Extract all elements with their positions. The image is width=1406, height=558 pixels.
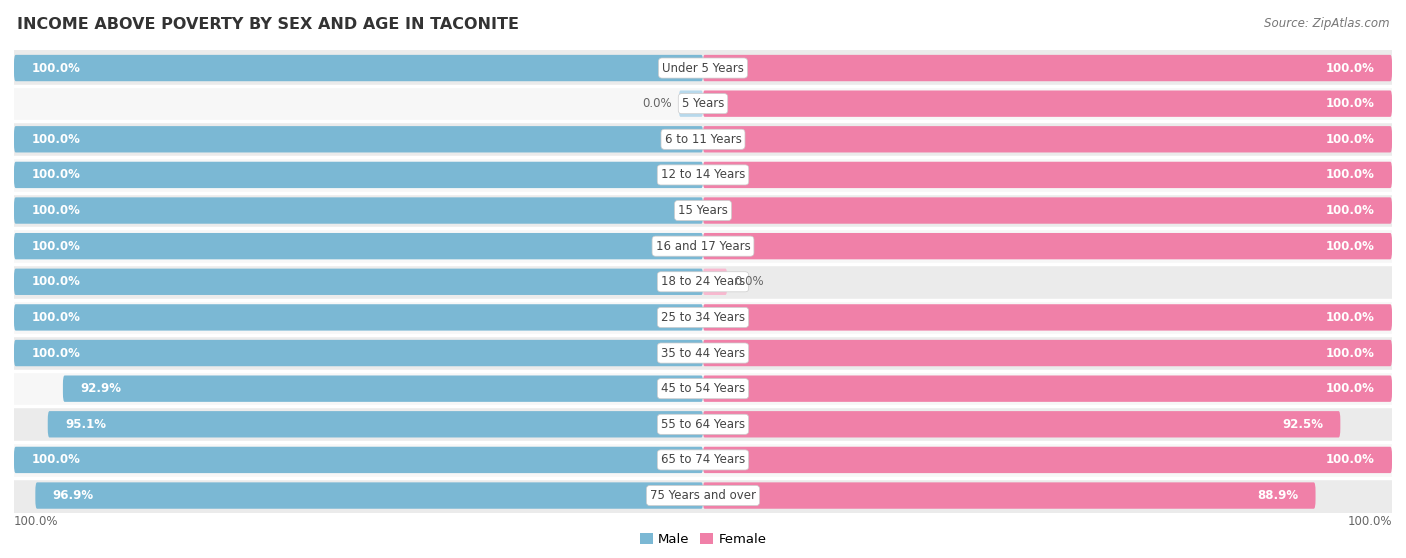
Text: 100.0%: 100.0% [31, 311, 80, 324]
FancyBboxPatch shape [14, 162, 703, 188]
Text: 5 Years: 5 Years [682, 97, 724, 110]
FancyBboxPatch shape [703, 162, 1392, 188]
FancyBboxPatch shape [14, 371, 1392, 406]
FancyBboxPatch shape [703, 304, 1392, 330]
Text: 100.0%: 100.0% [31, 204, 80, 217]
FancyBboxPatch shape [14, 126, 703, 152]
Text: 100.0%: 100.0% [31, 61, 80, 75]
FancyBboxPatch shape [48, 411, 703, 437]
Text: 100.0%: 100.0% [1326, 97, 1375, 110]
Text: 100.0%: 100.0% [1347, 515, 1392, 528]
FancyBboxPatch shape [35, 482, 703, 509]
FancyBboxPatch shape [14, 233, 703, 259]
Text: 96.9%: 96.9% [52, 489, 94, 502]
Text: Under 5 Years: Under 5 Years [662, 61, 744, 75]
FancyBboxPatch shape [703, 411, 1340, 437]
FancyBboxPatch shape [14, 268, 703, 295]
Text: INCOME ABOVE POVERTY BY SEX AND AGE IN TACONITE: INCOME ABOVE POVERTY BY SEX AND AGE IN T… [17, 17, 519, 32]
Text: 100.0%: 100.0% [31, 169, 80, 181]
FancyBboxPatch shape [14, 198, 703, 224]
Text: 100.0%: 100.0% [1326, 133, 1375, 146]
Text: 100.0%: 100.0% [1326, 347, 1375, 359]
Text: 100.0%: 100.0% [1326, 61, 1375, 75]
FancyBboxPatch shape [14, 406, 1392, 442]
FancyBboxPatch shape [703, 340, 1392, 366]
FancyBboxPatch shape [14, 340, 703, 366]
FancyBboxPatch shape [14, 86, 1392, 122]
Text: 100.0%: 100.0% [1326, 454, 1375, 466]
Text: 15 Years: 15 Years [678, 204, 728, 217]
Text: 100.0%: 100.0% [31, 347, 80, 359]
Text: 100.0%: 100.0% [31, 133, 80, 146]
FancyBboxPatch shape [14, 228, 1392, 264]
Text: 45 to 54 Years: 45 to 54 Years [661, 382, 745, 395]
FancyBboxPatch shape [703, 126, 1392, 152]
FancyBboxPatch shape [14, 335, 1392, 371]
Text: 88.9%: 88.9% [1257, 489, 1298, 502]
Text: 100.0%: 100.0% [1326, 311, 1375, 324]
FancyBboxPatch shape [703, 376, 1392, 402]
Text: 100.0%: 100.0% [14, 515, 59, 528]
FancyBboxPatch shape [14, 157, 1392, 193]
Legend: Male, Female: Male, Female [640, 533, 766, 546]
Text: 65 to 74 Years: 65 to 74 Years [661, 454, 745, 466]
FancyBboxPatch shape [14, 447, 703, 473]
Text: 25 to 34 Years: 25 to 34 Years [661, 311, 745, 324]
Text: 35 to 44 Years: 35 to 44 Years [661, 347, 745, 359]
FancyBboxPatch shape [63, 376, 703, 402]
Text: 18 to 24 Years: 18 to 24 Years [661, 275, 745, 288]
Text: 95.1%: 95.1% [65, 418, 105, 431]
FancyBboxPatch shape [14, 55, 703, 81]
Text: 75 Years and over: 75 Years and over [650, 489, 756, 502]
FancyBboxPatch shape [703, 90, 1392, 117]
FancyBboxPatch shape [14, 122, 1392, 157]
Text: 55 to 64 Years: 55 to 64 Years [661, 418, 745, 431]
FancyBboxPatch shape [14, 304, 703, 330]
Text: 100.0%: 100.0% [1326, 240, 1375, 253]
FancyBboxPatch shape [14, 300, 1392, 335]
Text: 100.0%: 100.0% [31, 454, 80, 466]
FancyBboxPatch shape [703, 55, 1392, 81]
FancyBboxPatch shape [703, 447, 1392, 473]
Text: 6 to 11 Years: 6 to 11 Years [665, 133, 741, 146]
Text: 0.0%: 0.0% [734, 275, 763, 288]
FancyBboxPatch shape [703, 198, 1392, 224]
Text: 12 to 14 Years: 12 to 14 Years [661, 169, 745, 181]
Text: 100.0%: 100.0% [1326, 204, 1375, 217]
Text: 92.5%: 92.5% [1282, 418, 1323, 431]
Text: Source: ZipAtlas.com: Source: ZipAtlas.com [1264, 17, 1389, 30]
FancyBboxPatch shape [14, 193, 1392, 228]
FancyBboxPatch shape [703, 268, 727, 295]
Text: 0.0%: 0.0% [643, 97, 672, 110]
FancyBboxPatch shape [14, 50, 1392, 86]
FancyBboxPatch shape [14, 478, 1392, 513]
Text: 100.0%: 100.0% [31, 240, 80, 253]
FancyBboxPatch shape [679, 90, 703, 117]
FancyBboxPatch shape [703, 482, 1316, 509]
Text: 92.9%: 92.9% [80, 382, 121, 395]
FancyBboxPatch shape [14, 442, 1392, 478]
FancyBboxPatch shape [703, 233, 1392, 259]
Text: 100.0%: 100.0% [31, 275, 80, 288]
Text: 100.0%: 100.0% [1326, 382, 1375, 395]
Text: 16 and 17 Years: 16 and 17 Years [655, 240, 751, 253]
FancyBboxPatch shape [14, 264, 1392, 300]
Text: 100.0%: 100.0% [1326, 169, 1375, 181]
